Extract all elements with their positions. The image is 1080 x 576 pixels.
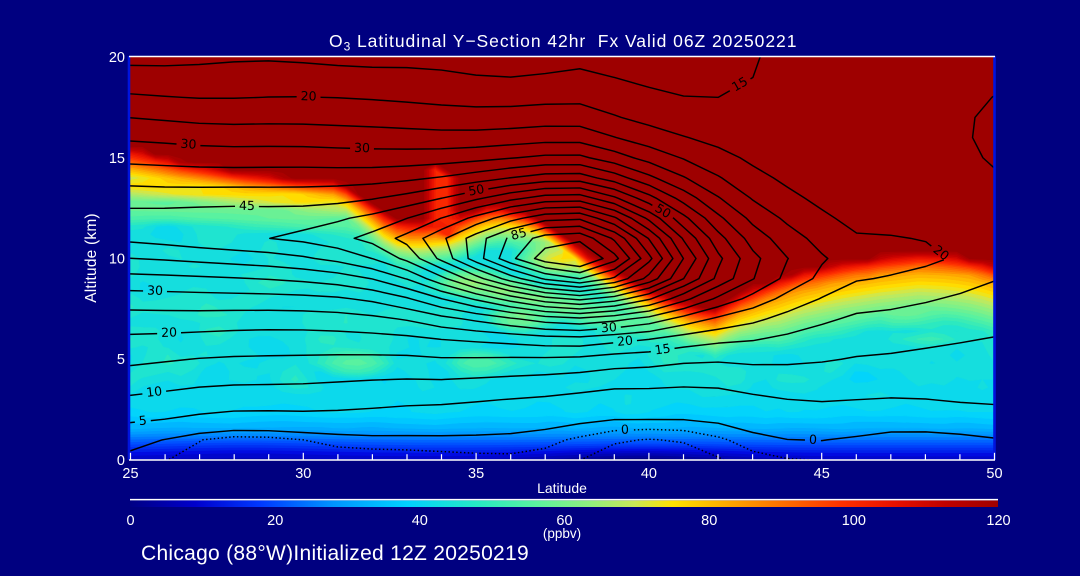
- svg-text:0: 0: [126, 513, 134, 529]
- svg-text:50: 50: [986, 466, 1002, 482]
- svg-text:45: 45: [814, 466, 830, 482]
- svg-text:25: 25: [122, 466, 138, 482]
- svg-text:80: 80: [701, 513, 717, 529]
- svg-text:5: 5: [117, 352, 125, 368]
- svg-text:Latitude: Latitude: [537, 480, 587, 496]
- svg-text:30: 30: [295, 466, 311, 482]
- svg-text:15: 15: [109, 151, 125, 167]
- svg-text:35: 35: [468, 466, 484, 482]
- svg-text:O3 Latitudinal Y−Section 42hr: O3 Latitudinal Y−Section 42hr Fx Valid 0…: [329, 31, 797, 54]
- svg-text:Altitude (km): Altitude (km): [83, 213, 100, 303]
- svg-text:0: 0: [117, 453, 125, 469]
- svg-text:120: 120: [986, 513, 1010, 529]
- svg-text:60: 60: [556, 513, 572, 529]
- svg-text:40: 40: [641, 466, 657, 482]
- svg-text:Chicago (88°W)Initialized 12Z: Chicago (88°W)Initialized 12Z 20250219: [141, 542, 529, 565]
- svg-text:100: 100: [842, 513, 866, 529]
- svg-text:10: 10: [109, 252, 125, 268]
- svg-text:20: 20: [109, 50, 125, 66]
- svg-text:20: 20: [267, 513, 283, 529]
- svg-text:(ppbv): (ppbv): [543, 526, 581, 541]
- svg-text:40: 40: [412, 513, 428, 529]
